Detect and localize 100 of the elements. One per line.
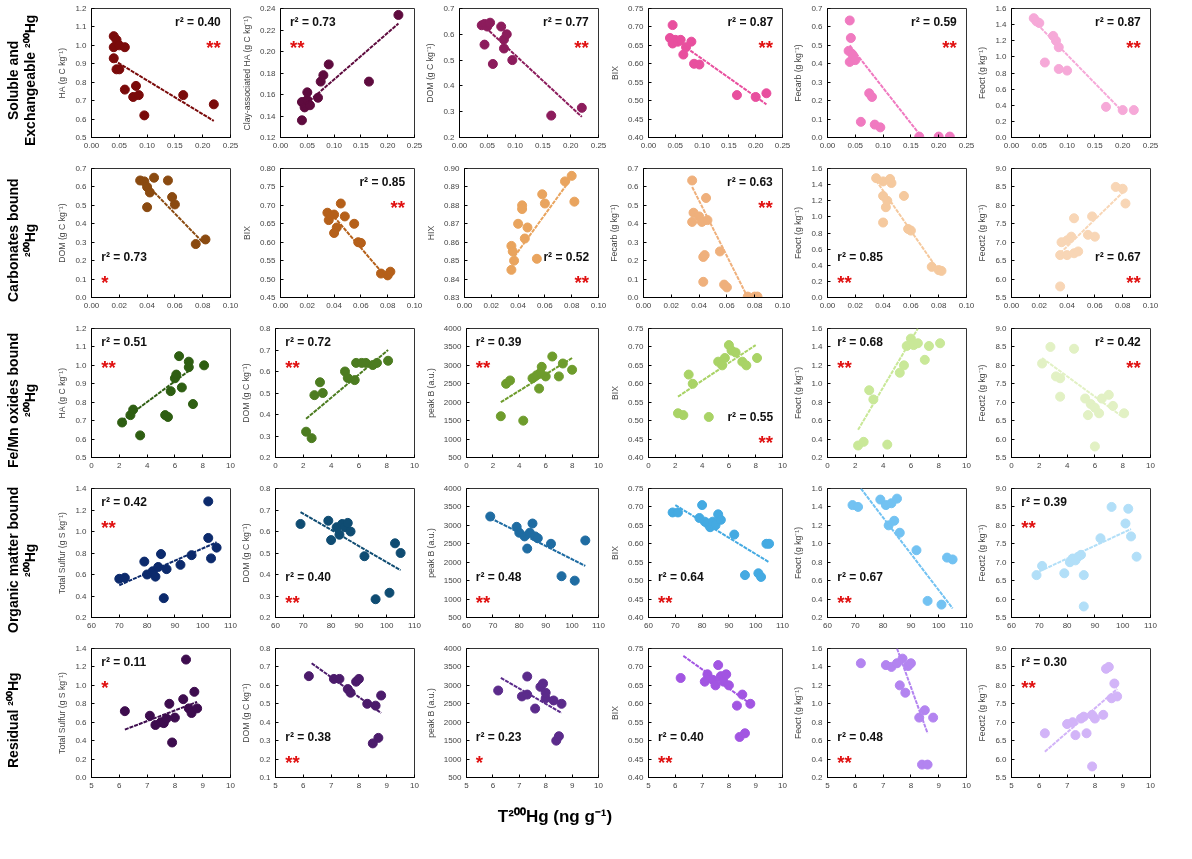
x-tick-label: 0.04 bbox=[691, 300, 708, 310]
x-tick-label: 6 bbox=[117, 780, 123, 790]
annotation: ** bbox=[574, 36, 590, 58]
y-axis-title: Feoct2 (g kg⁻¹) bbox=[977, 524, 988, 582]
y-tick-label: 0.12 bbox=[259, 133, 277, 142]
annotation: ** bbox=[1126, 36, 1142, 58]
x-tick-label: 70 bbox=[114, 620, 125, 630]
y-tick-label: 0.6 bbox=[995, 84, 1008, 94]
annotation: r² = 0.30 bbox=[1021, 654, 1068, 669]
y-tick-label: 1.2 bbox=[811, 196, 824, 206]
y-tick-label: 0.8 bbox=[995, 68, 1008, 78]
y-tick-label: 0.88 bbox=[443, 200, 461, 210]
y-tick-label: 1.4 bbox=[811, 180, 824, 190]
y-tick-label: 0.6 bbox=[811, 736, 824, 746]
x-tick-label: 80 bbox=[142, 620, 153, 630]
y-axis-title: Fecarb (g kg⁻¹) bbox=[609, 204, 620, 262]
x-tick-label: 0.05 bbox=[667, 140, 684, 150]
x-tick-label: 0.08 bbox=[194, 300, 212, 310]
x-tick-label: 0.00 bbox=[635, 300, 652, 310]
y-tick-label: 7.5 bbox=[995, 539, 1008, 549]
annotation: r² = 0.67 bbox=[837, 569, 884, 584]
x-tick-label: 7 bbox=[517, 780, 523, 790]
x-tick-label: 8 bbox=[1092, 780, 1098, 790]
y-tick-label: 0.4 bbox=[259, 410, 272, 419]
x-tick-label: 8 bbox=[543, 780, 549, 790]
y-tick-label: 1.1 bbox=[75, 342, 88, 352]
x-tick-label: 0.10 bbox=[958, 300, 975, 310]
y-tick-label: 1000 bbox=[443, 434, 463, 444]
x-tick-label: 90 bbox=[1090, 620, 1100, 630]
y-axis-title: DOM (g C kg⁻¹) bbox=[241, 523, 252, 583]
y-tick-label: 0.8 bbox=[259, 644, 272, 653]
x-tick-label: 0.08 bbox=[746, 300, 764, 310]
y-tick-label: 0.2 bbox=[811, 613, 824, 622]
y-tick-label: 0.7 bbox=[75, 164, 88, 173]
x-tick-label: 2 bbox=[853, 460, 859, 470]
y-tick-label: 6.0 bbox=[995, 754, 1008, 764]
y-tick-label: 0.90 bbox=[443, 164, 461, 173]
annotation: * bbox=[475, 751, 484, 773]
x-tick-label: 10 bbox=[778, 780, 788, 790]
y-tick-label: 0.0 bbox=[995, 133, 1008, 142]
y-tick-label: 0.60 bbox=[627, 59, 645, 69]
y-tick-label: 3000 bbox=[443, 680, 463, 690]
annotation: r² = 0.38 bbox=[285, 729, 332, 744]
y-tick-label: 0.75 bbox=[627, 644, 645, 653]
y-tick-label: 0.8 bbox=[259, 324, 272, 333]
y-tick-label: 0.4 bbox=[995, 100, 1008, 110]
annotation: r² = 0.64 bbox=[657, 569, 704, 584]
x-tick-label: 0.08 bbox=[379, 300, 397, 310]
y-tick-label: 0.6 bbox=[75, 182, 88, 192]
y-tick-label: 6.5 bbox=[995, 416, 1008, 426]
y-tick-label: 6.0 bbox=[995, 594, 1008, 604]
annotation: ** bbox=[289, 36, 306, 58]
x-tick-label: 0.04 bbox=[510, 300, 527, 310]
x-tick-label: 5 bbox=[464, 780, 470, 790]
x-tick-label: 0.02 bbox=[663, 300, 680, 310]
x-tick-label: 0.00 bbox=[1003, 140, 1020, 150]
x-tick-label: 0.02 bbox=[483, 300, 500, 310]
x-tick-label: 4 bbox=[144, 460, 150, 470]
x-tick-label: 2 bbox=[117, 460, 123, 470]
y-tick-label: 0.50 bbox=[627, 96, 645, 106]
y-tick-label: 0.80 bbox=[259, 164, 277, 173]
x-tick-label: 5 bbox=[1009, 780, 1015, 790]
y-tick-label: 0.4 bbox=[443, 81, 456, 91]
x-tick-label: 6 bbox=[543, 460, 549, 470]
y-tick-label: 0.70 bbox=[259, 200, 277, 210]
y-tick-label: 0.8 bbox=[259, 484, 272, 493]
x-tick-label: 6 bbox=[356, 460, 362, 470]
x-tick-label: 100 bbox=[565, 620, 580, 630]
x-tick-label: 4 bbox=[699, 460, 705, 470]
y-tick-label: 0.2 bbox=[811, 453, 824, 462]
y-axis-title: BIX bbox=[609, 65, 620, 80]
x-tick-label: 0.10 bbox=[326, 140, 343, 150]
y-tick-label: 1000 bbox=[443, 594, 463, 604]
y-tick-label: 8.0 bbox=[995, 200, 1008, 210]
y-tick-label: 1.4 bbox=[75, 484, 88, 493]
x-tick-label: 2 bbox=[1037, 460, 1043, 470]
x-tick-label: 8 bbox=[569, 460, 575, 470]
annotation: r² = 0.87 bbox=[727, 14, 774, 29]
y-tick-label: 0.4 bbox=[811, 59, 824, 69]
y-tick-label: 1.2 bbox=[995, 36, 1008, 46]
y-tick-label: 500 bbox=[448, 773, 463, 782]
x-tick-label: 8 bbox=[1120, 460, 1126, 470]
y-tick-label: 1.6 bbox=[811, 164, 824, 173]
x-tick-label: 0.05 bbox=[111, 140, 128, 150]
y-tick-label: 0.89 bbox=[443, 182, 461, 192]
x-tick-label: 0 bbox=[273, 460, 279, 470]
y-tick-label: 0.7 bbox=[443, 4, 456, 13]
y-tick-label: 0.84 bbox=[443, 274, 461, 284]
y-tick-label: 7.5 bbox=[995, 219, 1008, 229]
x-tick-label: 60 bbox=[1007, 620, 1017, 630]
x-tick-label: 110 bbox=[1144, 620, 1158, 630]
x-tick-label: 0.20 bbox=[194, 140, 212, 150]
x-tick-label: 0 bbox=[89, 460, 95, 470]
y-tick-label: 0.50 bbox=[259, 274, 277, 284]
x-tick-label: 4 bbox=[517, 460, 523, 470]
y-tick-label: 1.4 bbox=[811, 342, 824, 352]
x-tick-label: 0.04 bbox=[139, 300, 156, 310]
y-axis-title: Total Sulfur (g S kg⁻¹) bbox=[57, 511, 68, 594]
annotation: r² = 0.23 bbox=[475, 729, 522, 744]
y-tick-label: 4000 bbox=[443, 484, 463, 493]
